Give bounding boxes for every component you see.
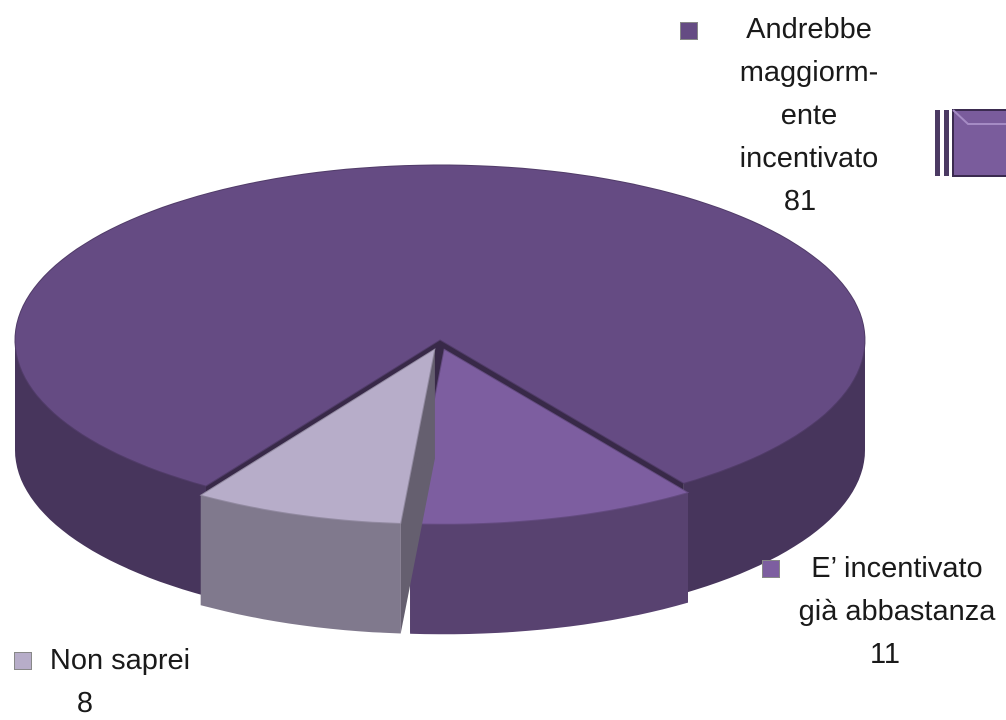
legend-marker	[680, 22, 698, 40]
value-label: 11	[869, 638, 901, 670]
data-label: E’ incentivato già abbastanza 11	[770, 547, 1000, 676]
legend-marker	[762, 560, 780, 578]
slice	[199, 348, 436, 525]
slice-side	[410, 492, 688, 635]
legend-fragment	[935, 109, 1006, 177]
category-label: E’ incentivato già abbastanza	[798, 552, 996, 627]
value-label: 81	[783, 185, 817, 217]
legend-marker	[14, 652, 32, 670]
slice-side	[683, 340, 865, 594]
data-label: Non saprei 8	[30, 639, 210, 720]
slice	[14, 164, 866, 487]
slice	[409, 348, 690, 525]
slice-side	[200, 495, 401, 634]
category-label: Non saprei	[49, 644, 191, 676]
slice-side	[15, 340, 206, 597]
category-label: Andrebbe maggiorm-ente incentivato	[739, 13, 879, 174]
value-label: 8	[76, 687, 94, 719]
data-label: Andrebbe maggiorm-ente incentivato 81	[690, 8, 910, 223]
